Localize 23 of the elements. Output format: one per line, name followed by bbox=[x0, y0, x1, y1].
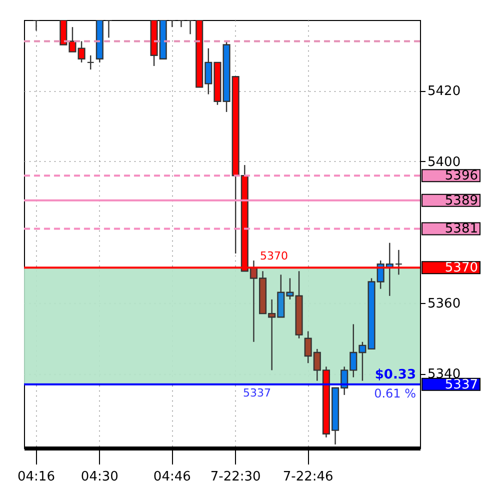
ref-line-label: 5389 bbox=[444, 193, 478, 208]
x-tick-label: 04:30 bbox=[80, 470, 118, 484]
x-tick-label: 7-22:46 bbox=[282, 470, 334, 484]
annotation: 0.61 % bbox=[374, 386, 416, 400]
annotation: $0.33 bbox=[374, 367, 416, 382]
candlestick bbox=[168, 20, 176, 28]
candlestick bbox=[32, 20, 40, 32]
y-tick-label: 5420 bbox=[428, 84, 461, 100]
candlestick bbox=[394, 249, 402, 276]
x-tick-label: 04:46 bbox=[153, 470, 191, 484]
ref-line-label: 5370 bbox=[444, 260, 478, 276]
y-tick-label: 5360 bbox=[428, 296, 461, 312]
candlestick bbox=[86, 54, 94, 70]
annotation: 5337 bbox=[243, 386, 271, 400]
y-tick-label: 5400 bbox=[428, 154, 461, 170]
ref-line-label: 5381 bbox=[444, 222, 478, 237]
x-tick-label: 04:16 bbox=[18, 470, 55, 484]
annotation: 5370 bbox=[260, 250, 288, 263]
candlestick bbox=[186, 20, 194, 35]
ref-line-label: 5396 bbox=[444, 168, 478, 184]
x-tick-label: 7-22:30 bbox=[210, 470, 261, 484]
candlestick bbox=[177, 20, 185, 28]
candlestick bbox=[104, 20, 112, 38]
